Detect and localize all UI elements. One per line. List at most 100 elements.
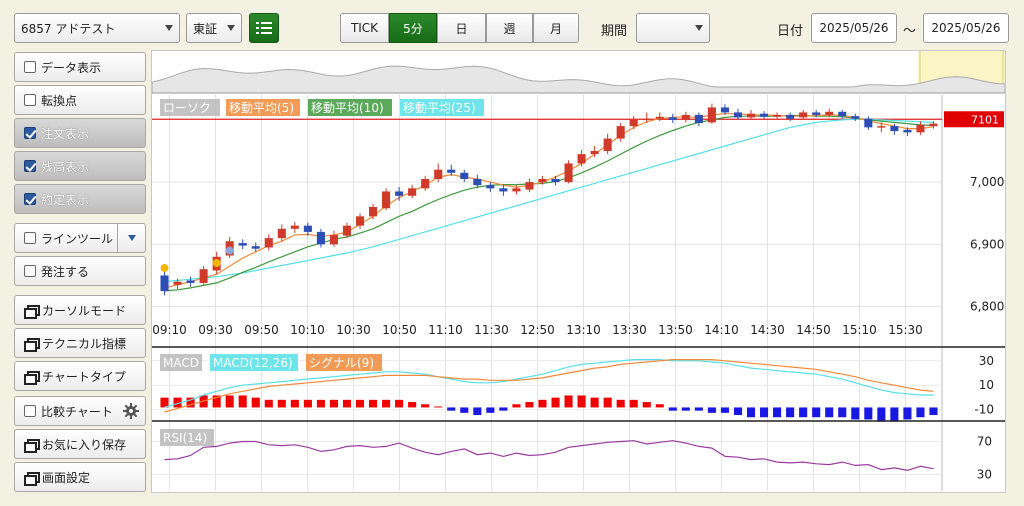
line-tool-dropdown[interactable] <box>117 224 145 252</box>
sidebar-item-5[interactable]: ラインツール <box>14 223 146 253</box>
sidebar-item-0[interactable]: データ表示 <box>14 52 146 82</box>
macd-histogram-bar <box>812 407 821 418</box>
timeframe-tab-0[interactable]: TICK <box>340 13 389 43</box>
sidebar-item-9[interactable]: チャートタイプ <box>14 361 146 391</box>
timeframe-tab-label: TICK <box>350 21 379 35</box>
macd-histogram-bar <box>486 407 495 413</box>
candle-body <box>629 119 638 127</box>
macd-histogram-bar <box>799 407 808 418</box>
checkbox-icon <box>24 265 36 277</box>
sidebar-item-label: 転換点 <box>41 93 78 108</box>
time-axis-label: 14:30 <box>750 323 785 337</box>
candle-body <box>590 151 599 155</box>
candle-body <box>290 225 299 229</box>
symbol-select[interactable]: 6857 アドテスト <box>14 13 180 43</box>
time-axis-label: 13:50 <box>658 323 693 337</box>
date-from-value: 2025/05/26 <box>819 21 889 35</box>
macd-histogram-bar <box>225 395 234 408</box>
candle-body <box>707 107 716 123</box>
candle-body <box>577 154 586 164</box>
legend-rsi-swatch <box>160 429 214 446</box>
candle-body <box>395 191 404 196</box>
window-icon <box>24 438 40 453</box>
rsi-line <box>164 440 934 472</box>
macd-histogram-bar <box>838 407 847 418</box>
macd-histogram-bar <box>929 407 938 416</box>
timeframe-tab-4[interactable]: 月 <box>533 13 579 43</box>
macd-histogram-bar <box>290 399 299 408</box>
macd-histogram-bar <box>251 397 260 408</box>
market-select[interactable]: 東証 <box>186 13 242 43</box>
time-axis-label: 13:10 <box>566 323 601 337</box>
legend-macd_line-swatch <box>210 354 298 371</box>
macd-histogram-bar <box>512 404 521 408</box>
macd-histogram-bar <box>421 404 430 408</box>
candle-body <box>825 111 834 115</box>
signal-line <box>164 359 934 413</box>
candle-body <box>733 112 743 118</box>
timeframe-tab-label: 月 <box>549 21 562 36</box>
macd-histogram-bar <box>303 399 312 408</box>
sidebar-item-6[interactable]: 発注する <box>14 256 146 286</box>
sidebar-item-1[interactable]: 転換点 <box>14 85 146 115</box>
candle-body <box>473 179 482 186</box>
macd-histogram-bar <box>851 407 860 420</box>
timeframe-tab-2[interactable]: 日 <box>437 13 486 43</box>
candle-body <box>538 179 547 183</box>
gear-icon[interactable] <box>123 403 139 419</box>
price-axis-label: 6,800 <box>970 300 1004 314</box>
date-from-input[interactable]: 2025/05/26 <box>811 13 897 43</box>
chart-area[interactable]: 7,000 6,900 6,800 09:10 09:30 09:50 10:10 10:30… <box>151 50 1006 493</box>
market-select-value: 東証 <box>193 21 218 36</box>
candle-body <box>251 246 260 249</box>
sidebar-item-10[interactable]: 比較チャート <box>14 396 146 426</box>
checkbox-icon <box>24 127 36 139</box>
rsi-axis-label: 30 <box>977 468 992 482</box>
legend-macd-swatch <box>160 354 202 371</box>
period-select[interactable] <box>636 13 710 43</box>
time-axis-label: 09:10 <box>152 323 187 337</box>
sidebar-item-12[interactable]: 画面設定 <box>14 462 146 492</box>
timeframe-tab-3[interactable]: 週 <box>486 13 533 43</box>
execution-marker <box>212 259 221 267</box>
candle-body <box>434 169 443 179</box>
sidebar-item-2[interactable]: 注文表示 <box>14 118 146 148</box>
timeframe-tab-1[interactable]: 5分 <box>389 13 437 43</box>
macd-histogram-bar <box>655 404 664 408</box>
macd-histogram-bar <box>238 395 247 408</box>
macd-histogram-bar <box>733 407 743 416</box>
period-label: 期間 <box>601 24 628 39</box>
sidebar-item-4[interactable]: 約定表示 <box>14 184 146 214</box>
macd-histogram-bar <box>773 407 782 418</box>
current-price-label: 7101 <box>971 113 999 126</box>
list-button[interactable] <box>249 13 279 43</box>
sidebar-item-label: お気に入り保存 <box>42 437 127 452</box>
candle-body <box>277 228 286 239</box>
chart-svg[interactable]: 7,000 6,900 6,800 09:10 09:30 09:50 10:10 10:30… <box>151 51 1006 492</box>
sidebar-item-8[interactable]: テクニカル指標 <box>14 328 146 358</box>
sidebar-item-7[interactable]: カーソルモード <box>14 295 146 325</box>
macd-histogram-bar <box>707 407 716 413</box>
legend-macd_line: MACD(12,26) <box>213 356 293 370</box>
macd-histogram-bar <box>395 399 404 408</box>
date-label: 日付 <box>777 24 804 39</box>
candle-body <box>903 129 912 133</box>
macd-histogram-bar <box>525 402 534 408</box>
macd-histogram-bar <box>603 397 612 408</box>
macd-histogram-bar <box>342 399 352 408</box>
candle-body <box>316 231 325 245</box>
macd-histogram-bar <box>577 395 586 408</box>
candle-body <box>564 163 573 183</box>
candle-body <box>746 113 756 118</box>
candle-body <box>342 225 352 236</box>
checkbox-icon <box>24 232 36 244</box>
candle-body <box>499 188 508 192</box>
legend-candle-swatch <box>160 99 220 116</box>
candle-body <box>186 280 195 283</box>
candle-body <box>486 185 495 189</box>
legend-candle: ローソク <box>163 101 211 115</box>
candle-body <box>812 112 821 115</box>
sidebar-item-3[interactable]: 残高表示 <box>14 151 146 181</box>
sidebar-item-11[interactable]: お気に入り保存 <box>14 429 146 459</box>
date-to-input[interactable]: 2025/05/26 <box>923 13 1009 43</box>
